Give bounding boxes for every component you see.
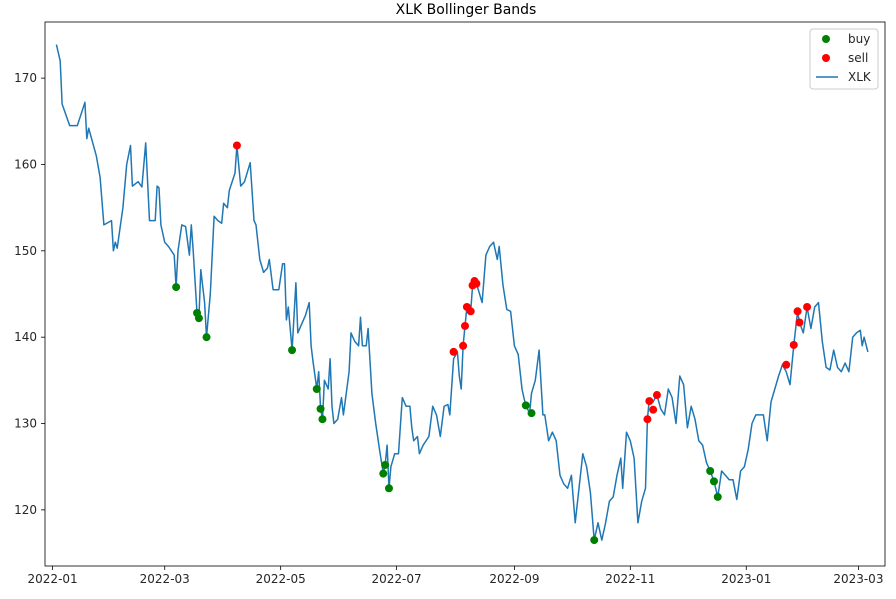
x-tick-label: 2022-05	[256, 572, 306, 586]
sell-marker	[466, 307, 475, 316]
y-tick-label: 170	[14, 71, 37, 85]
sell-marker	[789, 340, 798, 349]
sell-marker	[232, 141, 241, 150]
x-tick-label: 2022-07	[372, 572, 422, 586]
chart-title: XLK Bollinger Bands	[396, 2, 537, 18]
sell-marker	[649, 405, 658, 414]
x-tick-label: 2023-01	[721, 572, 771, 586]
buy-marker	[706, 467, 715, 476]
legend: buy sell XLK	[809, 28, 879, 90]
legend-label-XLK: XLK	[848, 70, 872, 84]
plot-frame	[44, 21, 886, 567]
buy-marker	[318, 415, 327, 424]
y-tick-label: 130	[14, 417, 37, 431]
x-tick-label: 2022-01	[28, 572, 78, 586]
buy-marker	[288, 346, 297, 355]
x-tick-label: 2023-03	[833, 572, 883, 586]
sell-marker	[459, 341, 468, 350]
buy-marker	[202, 333, 211, 342]
x-tick-label: 2022-09	[489, 572, 539, 586]
buy-marker	[709, 477, 718, 486]
sell-marker	[803, 302, 812, 311]
sell-marker	[782, 360, 791, 369]
buy-marker	[312, 384, 321, 393]
buy-marker	[521, 401, 530, 410]
buy-marker	[713, 492, 722, 501]
sell-marker	[645, 397, 654, 406]
sell-marker	[643, 415, 652, 424]
legend-label-buy: buy	[848, 32, 870, 46]
buy-marker	[194, 314, 203, 323]
buy-marker	[316, 404, 325, 413]
series-line-xlk	[55, 44, 869, 541]
buy-marker	[527, 409, 536, 418]
legend-label-sell: sell	[848, 51, 868, 65]
sell-marker	[795, 318, 804, 327]
sell-marker	[461, 321, 469, 330]
sell-marker	[472, 279, 481, 288]
y-axis: 120 130 140 150 160 170	[14, 71, 45, 517]
buy-marker	[590, 536, 599, 545]
y-tick-label: 160	[14, 157, 37, 171]
plot-area	[44, 21, 886, 567]
buy-marker	[379, 469, 388, 478]
legend-box	[809, 28, 879, 90]
buy-marker	[381, 460, 390, 469]
legend-swatch-sell	[822, 54, 830, 62]
sell-marker	[652, 391, 661, 400]
x-tick-label: 2022-11	[605, 572, 655, 586]
y-tick-label: 150	[14, 244, 37, 258]
buy-marker	[384, 484, 393, 493]
sell-marker	[793, 307, 802, 316]
buy-marker	[172, 283, 181, 292]
legend-swatch-buy	[822, 35, 830, 43]
y-tick-label: 140	[14, 330, 37, 344]
x-axis: 2022-01 2022-03 2022-05 2022-07 2022-09 2022-…	[28, 566, 883, 586]
x-tick-label: 2022-03	[140, 572, 190, 586]
y-tick-label: 120	[14, 503, 37, 517]
sell-marker	[449, 347, 458, 356]
